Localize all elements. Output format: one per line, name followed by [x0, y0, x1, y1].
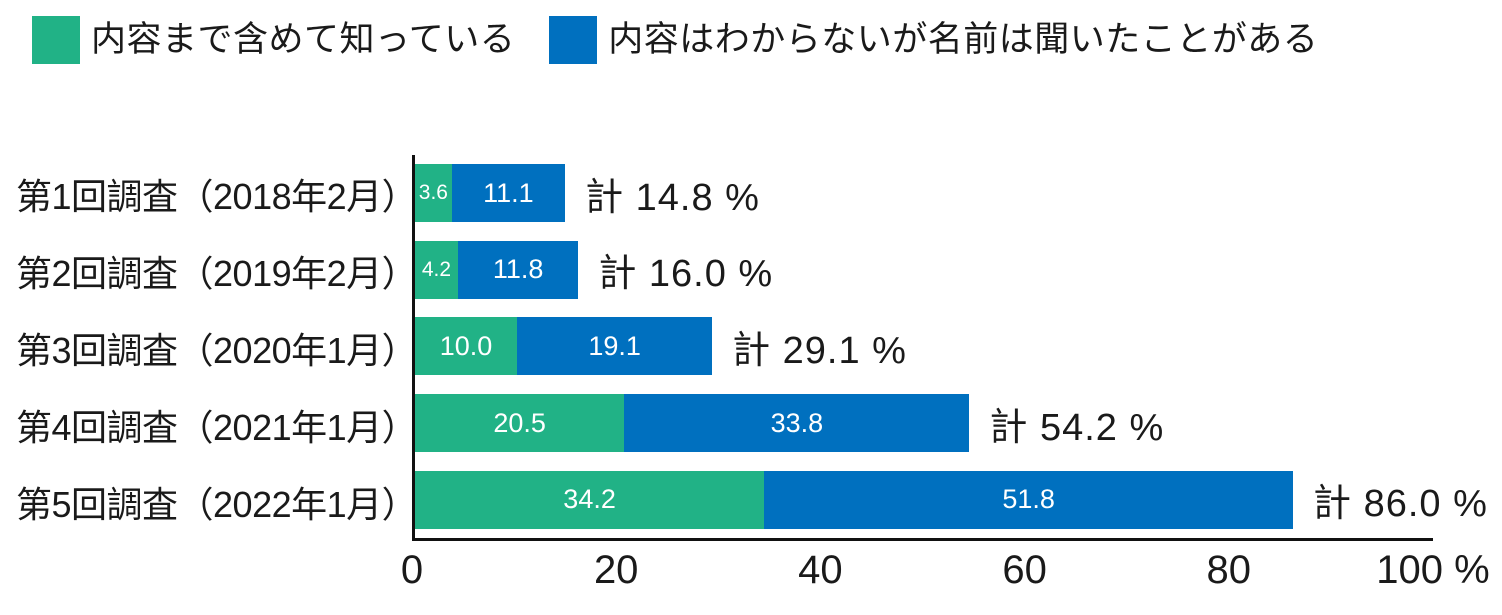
segment-value-label: 11.1 — [483, 177, 534, 208]
segment-value-label: 4.2 — [421, 257, 452, 281]
bar-segment: 20.5 — [415, 394, 625, 453]
legend-swatch-blue — [549, 16, 598, 64]
segment-value-label: 51.8 — [1002, 484, 1055, 515]
bar-row: 10.0 19.1 計 29.1 % — [415, 308, 1433, 385]
category-label: 第1回調査（2018年2月） — [16, 175, 418, 217]
bar-row: 20.5 33.8 計 54.2 % — [415, 385, 1433, 462]
category-labels: 第1回調査（2018年2月） 第2回調査（2019年2月） 第3回調査（2020年1… — [16, 155, 418, 541]
bar-segment: 11.8 — [457, 240, 579, 299]
bar-segment: 11.1 — [451, 164, 566, 223]
category-label: 第3回調査（2020年1月） — [16, 330, 418, 371]
segment-value-label: 19.1 — [588, 330, 641, 361]
segment-value-label: 34.2 — [563, 484, 616, 515]
plot-area: 3.6 11.1 計 14.8 % 4.2 11.8 計 16.0 % 10.0 19.1 計 … — [412, 155, 1487, 541]
category-label: 第4回調査（2021年1月） — [16, 407, 418, 449]
bar-segment: 19.1 — [517, 317, 713, 376]
legend-label: 内容まで含めて知っている — [91, 20, 516, 59]
x-tick-label: 60 — [1002, 548, 1047, 592]
x-tick-label: 80 — [1206, 548, 1252, 592]
x-tick-label: 20 — [593, 548, 639, 592]
segment-value-label: 11.8 — [492, 254, 544, 285]
bar-segment: 3.6 — [415, 164, 452, 223]
bar-stack: 4.2 11.8 — [415, 240, 579, 299]
category-label: 第2回調査（2019年2月） — [16, 252, 418, 294]
legend: 内容まで含めて知っている 内容はわからないが名前は聞いたことがある — [32, 16, 1318, 64]
x-tick-label: 100 % — [1376, 548, 1490, 592]
segment-value-label: 10.0 — [439, 330, 493, 361]
legend-item: 内容まで含めて知っている — [32, 16, 515, 64]
legend-label: 内容はわからないが名前は聞いたことがある — [608, 20, 1319, 59]
bar-segment: 4.2 — [415, 240, 458, 299]
legend-swatch-green — [32, 16, 80, 64]
bar-segment: 10.0 — [415, 317, 518, 376]
bar-row: 4.2 11.8 計 16.0 % — [415, 232, 1433, 309]
bar-segment: 51.8 — [764, 470, 1294, 529]
segment-value-label: 33.8 — [770, 407, 824, 438]
bar-segment: 33.8 — [624, 394, 970, 453]
total-label: 計 29.1 % — [732, 329, 907, 372]
bar-stack: 3.6 11.1 — [415, 164, 566, 223]
category-label: 第5回調査（2022年1月） — [16, 484, 418, 526]
legend-item: 内容はわからないが名前は聞いたことがある — [549, 16, 1318, 64]
x-tick-label: 0 — [400, 548, 424, 592]
bar-row: 34.2 51.8 計 86.0 % — [415, 461, 1487, 538]
bar-segment: 34.2 — [415, 470, 765, 529]
x-tick-label: 40 — [798, 548, 843, 592]
bar-stack: 34.2 51.8 — [415, 470, 1294, 529]
total-label: 計 54.2 % — [989, 406, 1165, 449]
bar-stack: 10.0 19.1 — [415, 317, 713, 376]
bar-row: 3.6 11.1 計 14.8 % — [415, 155, 1433, 232]
segment-value-label: 20.5 — [493, 407, 546, 438]
total-label: 計 86.0 % — [1313, 483, 1488, 526]
total-label: 計 14.8 % — [585, 176, 760, 219]
x-axis-ticks: 0 20 40 60 80 100 % — [401, 548, 1490, 598]
total-label: 計 16.0 % — [598, 253, 774, 296]
segment-value-label: 3.6 — [418, 181, 448, 205]
bar-stack: 20.5 33.8 — [415, 394, 970, 453]
